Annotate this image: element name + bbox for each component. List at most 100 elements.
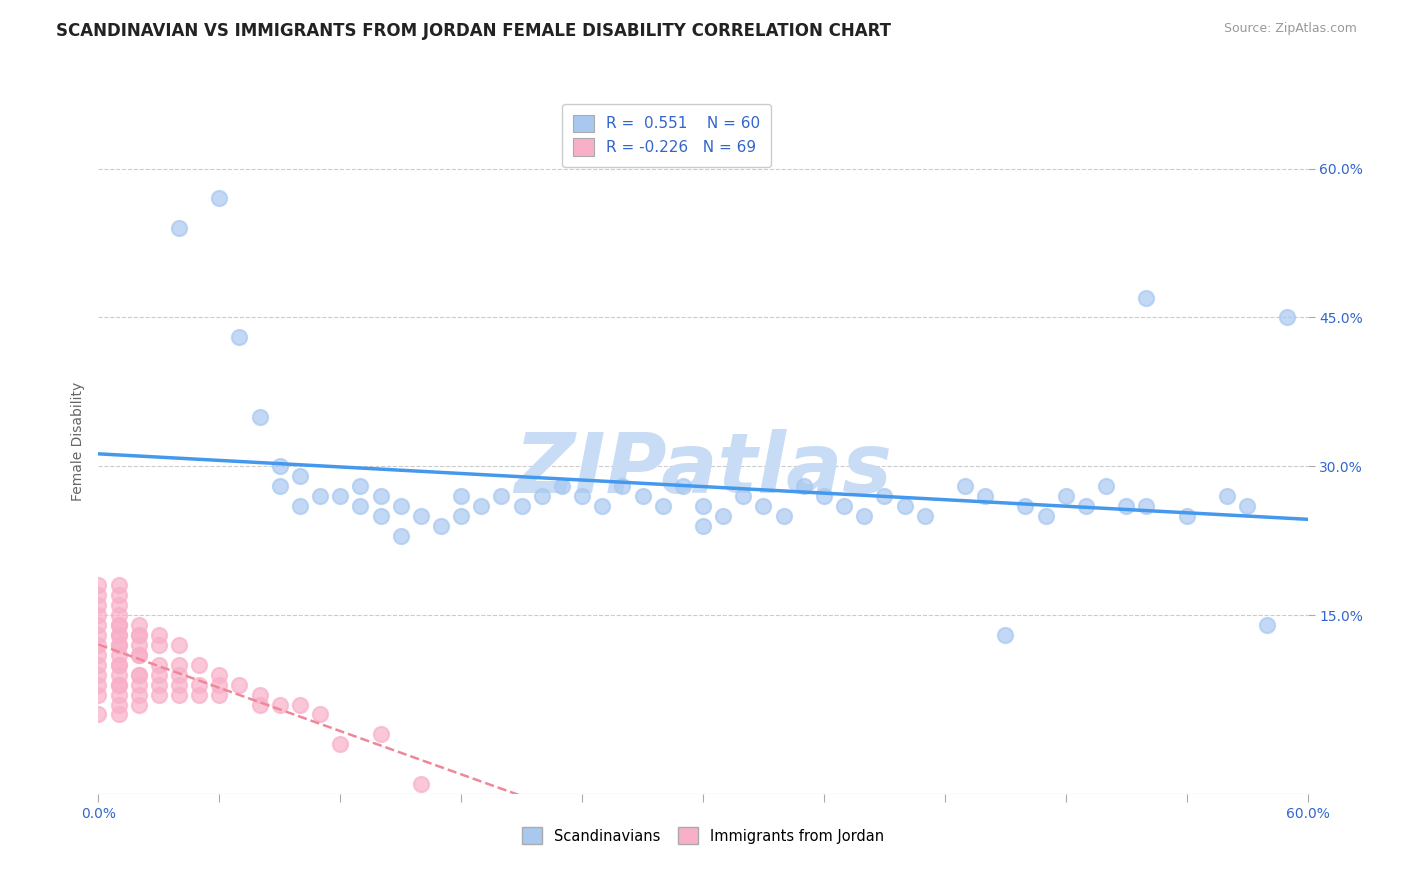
Point [389, 499, 412, 513]
Point [208, 688, 231, 702]
Point [228, 678, 250, 692]
Point [148, 638, 170, 652]
Point [1035, 508, 1057, 523]
Point [128, 648, 150, 662]
Point [107, 618, 129, 632]
Point [370, 489, 392, 503]
Point [772, 508, 794, 523]
Point [128, 667, 150, 681]
Point [87, 707, 110, 722]
Point [107, 599, 129, 613]
Point [370, 727, 392, 741]
Point [1095, 479, 1118, 493]
Point [107, 618, 129, 632]
Point [409, 508, 432, 523]
Point [329, 489, 352, 503]
Point [349, 499, 371, 513]
Point [128, 688, 150, 702]
Point [370, 508, 392, 523]
Point [107, 628, 129, 642]
Point [1014, 499, 1036, 513]
Point [1074, 499, 1097, 513]
Point [167, 667, 190, 681]
Point [228, 330, 250, 344]
Point [813, 489, 835, 503]
Point [1135, 499, 1157, 513]
Point [329, 737, 352, 751]
Point [470, 499, 492, 513]
Point [107, 648, 129, 662]
Point [128, 648, 150, 662]
Point [87, 638, 110, 652]
Point [853, 508, 876, 523]
Point [107, 707, 129, 722]
Point [692, 499, 714, 513]
Point [269, 698, 291, 712]
Point [208, 667, 231, 681]
Point [612, 479, 634, 493]
Point [107, 657, 129, 672]
Point [430, 519, 453, 533]
Point [409, 777, 432, 791]
Point [87, 688, 110, 702]
Point [107, 608, 129, 623]
Point [128, 628, 150, 642]
Point [510, 499, 533, 513]
Point [530, 489, 553, 503]
Point [711, 508, 734, 523]
Point [752, 499, 775, 513]
Point [107, 678, 129, 692]
Point [269, 459, 291, 474]
Point [128, 698, 150, 712]
Point [249, 688, 271, 702]
Point [1256, 618, 1278, 632]
Point [188, 688, 211, 702]
Point [87, 608, 110, 623]
Text: ZIPatlas: ZIPatlas [515, 429, 891, 510]
Point [288, 469, 311, 483]
Point [107, 667, 129, 681]
Point [167, 688, 190, 702]
Point [148, 667, 170, 681]
Point [128, 667, 150, 681]
Point [1277, 310, 1299, 325]
Point [107, 578, 129, 592]
Point [893, 499, 915, 513]
Point [651, 499, 673, 513]
Point [1115, 499, 1137, 513]
Point [87, 588, 110, 602]
Point [873, 489, 896, 503]
Point [349, 479, 371, 493]
Point [1054, 489, 1077, 503]
Point [571, 489, 593, 503]
Point [188, 678, 211, 692]
Point [167, 678, 190, 692]
Point [1216, 489, 1239, 503]
Point [107, 688, 129, 702]
Legend: Scandinavians, Immigrants from Jordan: Scandinavians, Immigrants from Jordan [516, 822, 890, 850]
Point [1236, 499, 1258, 513]
Text: Source: ZipAtlas.com: Source: ZipAtlas.com [1223, 22, 1357, 36]
Y-axis label: Female Disability: Female Disability [70, 382, 84, 501]
Point [450, 508, 472, 523]
Point [87, 657, 110, 672]
Text: SCANDINAVIAN VS IMMIGRANTS FROM JORDAN FEMALE DISABILITY CORRELATION CHART: SCANDINAVIAN VS IMMIGRANTS FROM JORDAN F… [56, 22, 891, 40]
Point [107, 628, 129, 642]
Point [309, 489, 332, 503]
Point [914, 508, 936, 523]
Point [309, 707, 332, 722]
Point [551, 479, 574, 493]
Point [148, 678, 170, 692]
Point [107, 678, 129, 692]
Point [188, 657, 211, 672]
Point [994, 628, 1017, 642]
Point [1175, 508, 1198, 523]
Point [631, 489, 654, 503]
Point [107, 588, 129, 602]
Point [249, 698, 271, 712]
Point [953, 479, 976, 493]
Point [288, 698, 311, 712]
Point [128, 638, 150, 652]
Point [450, 489, 472, 503]
Point [128, 678, 150, 692]
